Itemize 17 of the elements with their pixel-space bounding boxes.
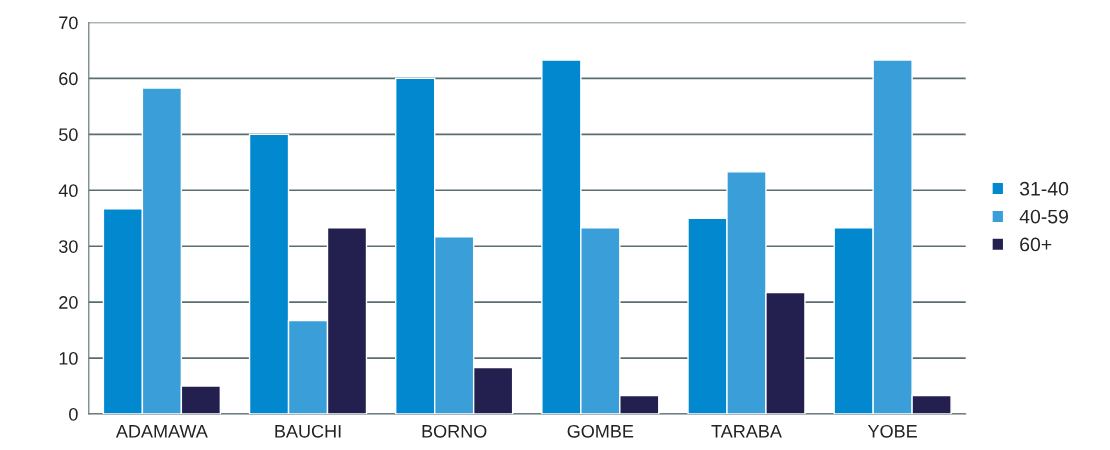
legend-label: 31-40 (1019, 181, 1069, 196)
x-tick-label: BAUCHI (275, 424, 341, 438)
x-tick-label: BORNO (422, 424, 487, 438)
x-tick-label: TARABA (711, 425, 782, 438)
y-tick-label: 60 (59, 72, 78, 86)
legend-label: 40-59 (1019, 209, 1068, 224)
y-tick-label: 30 (58, 240, 78, 253)
y-tick-label: 10 (59, 352, 78, 365)
x-tick-label: GOMBE (567, 424, 634, 438)
y-tick-label: 0 (69, 407, 78, 421)
x-tick-label: ADAMAWA (115, 425, 208, 438)
y-tick-label: 40 (58, 184, 78, 198)
legend-label: 60+ (1020, 237, 1052, 252)
x-tick-label: YOBE (867, 424, 917, 438)
y-tick-label: 50 (59, 128, 78, 142)
y-tick-label: 70 (59, 16, 78, 30)
y-tick-label: 20 (59, 296, 78, 309)
